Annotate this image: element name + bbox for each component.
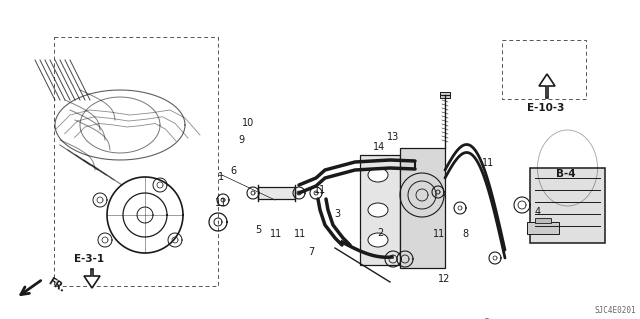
Text: 11: 11 bbox=[214, 197, 227, 208]
Text: 11: 11 bbox=[270, 229, 283, 240]
FancyArrow shape bbox=[539, 74, 555, 98]
Text: 8: 8 bbox=[463, 229, 469, 240]
Text: 11: 11 bbox=[433, 229, 445, 240]
Ellipse shape bbox=[368, 168, 388, 182]
Bar bbox=[400, 148, 445, 268]
Text: B-4: B-4 bbox=[556, 169, 575, 179]
Text: E-3-1: E-3-1 bbox=[74, 254, 104, 264]
Text: 7: 7 bbox=[308, 247, 315, 257]
Text: 10: 10 bbox=[242, 118, 255, 128]
Text: 2: 2 bbox=[378, 228, 384, 238]
Text: SJC4E0201: SJC4E0201 bbox=[595, 306, 636, 315]
Text: 3: 3 bbox=[334, 209, 340, 219]
Text: 1: 1 bbox=[218, 172, 224, 182]
Text: 6: 6 bbox=[230, 166, 237, 176]
Text: FR.: FR. bbox=[46, 276, 67, 294]
FancyArrow shape bbox=[84, 269, 100, 288]
Text: 5: 5 bbox=[255, 225, 261, 235]
Ellipse shape bbox=[368, 233, 388, 247]
Bar bbox=[527, 222, 559, 234]
Ellipse shape bbox=[368, 203, 388, 217]
Text: 14: 14 bbox=[373, 142, 386, 152]
Bar bbox=[360, 155, 400, 265]
Bar bbox=[54, 37, 218, 286]
Text: 11: 11 bbox=[481, 158, 494, 168]
Text: 11: 11 bbox=[314, 185, 326, 195]
Text: 13: 13 bbox=[387, 132, 399, 142]
Text: 11: 11 bbox=[294, 229, 307, 240]
Bar bbox=[502, 40, 586, 99]
Text: E-10-3: E-10-3 bbox=[527, 103, 564, 113]
Text: 12: 12 bbox=[438, 274, 451, 284]
Bar bbox=[535, 218, 551, 223]
Bar bbox=[258, 187, 295, 199]
Text: 9: 9 bbox=[239, 135, 245, 145]
Bar bbox=[440, 92, 450, 98]
Bar bbox=[530, 168, 605, 243]
Text: 4: 4 bbox=[534, 207, 541, 217]
